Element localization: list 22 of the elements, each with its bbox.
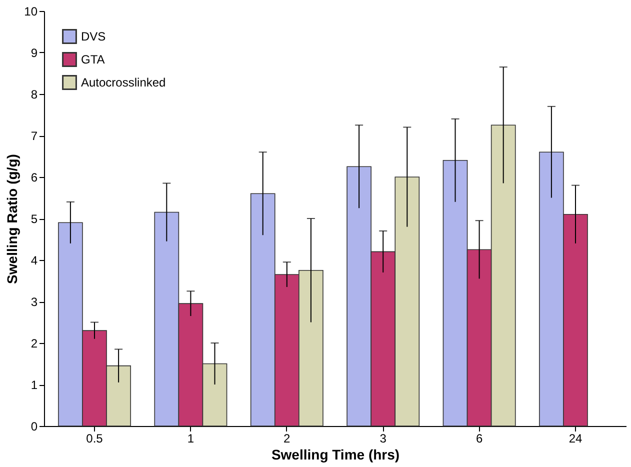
legend-label: GTA xyxy=(81,52,105,66)
y-tick-label: 8 xyxy=(30,88,38,102)
x-tick-label: 1 xyxy=(187,432,194,446)
y-tick-label: 3 xyxy=(30,295,38,309)
legend-label: Autocrosslinked xyxy=(81,76,166,90)
y-tick-label: 2 xyxy=(30,336,38,350)
y-tick-label: 1 xyxy=(30,378,38,392)
x-tick-label: 0.5 xyxy=(86,432,104,446)
y-tick-label: 10 xyxy=(24,4,38,18)
y-axis-title: Swelling Ratio (g/g) xyxy=(4,154,20,284)
x-tick-label: 3 xyxy=(380,432,387,446)
legend-label: DVS xyxy=(81,30,106,44)
y-tick-label: 9 xyxy=(30,46,38,60)
x-tick-label: 2 xyxy=(284,432,291,446)
x-tick-label: 6 xyxy=(476,432,483,446)
x-axis-title: Swelling Time (hrs) xyxy=(271,446,400,462)
x-tick-label: 24 xyxy=(568,432,582,446)
y-tick-label: 4 xyxy=(30,254,38,268)
y-tick-label: 5 xyxy=(30,212,38,226)
y-tick-label: 6 xyxy=(30,170,38,184)
y-tick-label: 0 xyxy=(30,420,38,434)
y-tick-label: 7 xyxy=(30,129,38,143)
